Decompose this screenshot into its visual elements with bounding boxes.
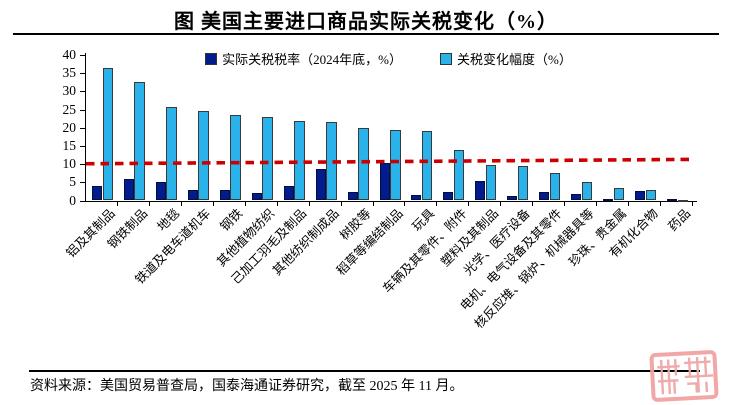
bar-actual-tariff-rate (475, 180, 486, 201)
x-axis-tick (532, 201, 534, 206)
y-axis-tick-label: 15 (62, 137, 77, 153)
x-category-label-text: 铝及其制品 (63, 205, 118, 260)
bar-tariff-change (517, 165, 529, 201)
x-axis-tick (660, 201, 662, 206)
y-axis-tick (80, 73, 85, 75)
x-axis-tick (372, 201, 374, 206)
y-axis-tick-label: 5 (69, 174, 76, 190)
bar-actual-tariff-rate (603, 198, 614, 201)
bar-tariff-change (166, 107, 177, 201)
x-axis-tick (244, 201, 246, 206)
x-axis-tick (564, 201, 566, 206)
bar-tariff-change (358, 128, 369, 201)
x-category-label-text: 药品 (665, 205, 693, 234)
y-axis-tick-label: 40 (62, 47, 77, 62)
bar-tariff-change (581, 181, 593, 201)
x-category-label-text: 玩具 (409, 205, 438, 234)
bar-actual-tariff-rate (155, 181, 166, 201)
bar-tariff-change (390, 129, 401, 201)
bar-actual-tariff-rate (315, 168, 326, 201)
bar-actual-tariff-rate (571, 193, 582, 201)
bar-tariff-change (262, 117, 273, 201)
y-axis-tick-label: 0 (69, 192, 76, 208)
x-axis-tick (180, 201, 182, 206)
bar-actual-tariff-rate (443, 192, 454, 201)
x-axis-tick (276, 201, 278, 206)
x-axis-tick (692, 201, 693, 206)
bar-actual-tariff-rate (507, 196, 518, 201)
legend-item-actual-tariff: 实际关税税率（2024年底，%） (205, 49, 402, 68)
bar-tariff-change (549, 172, 561, 201)
legend-swatch-skyblue-icon (440, 52, 452, 65)
x-axis-tick (500, 201, 502, 206)
y-axis-tick-label: 25 (62, 101, 77, 117)
y-axis-tick (80, 127, 85, 129)
bar-actual-tariff-rate (635, 191, 646, 201)
x-axis-line (80, 200, 697, 202)
x-category-label-text: 钢铁 (218, 205, 246, 234)
y-axis-tick-label: 30 (62, 83, 77, 99)
y-axis-tick-label: 10 (62, 156, 77, 172)
bar-actual-tariff-rate (92, 185, 102, 201)
x-axis-tick (468, 201, 470, 206)
reference-dashed-line (85, 157, 690, 166)
bar-actual-tariff-rate (123, 179, 134, 201)
x-axis-tick (308, 201, 310, 206)
bar-actual-tariff-rate (539, 191, 550, 201)
bar-tariff-change (102, 67, 113, 201)
bar-actual-tariff-rate (347, 191, 358, 201)
bar-tariff-change (485, 165, 497, 201)
bar-tariff-change (645, 189, 657, 201)
x-axis-tick (340, 201, 342, 206)
bar-tariff-change (613, 187, 625, 201)
y-axis-tick (80, 200, 85, 202)
x-axis-tick (436, 201, 438, 206)
bar-tariff-change (453, 149, 465, 201)
footer-divider (29, 370, 700, 372)
x-axis-tick (116, 201, 118, 206)
legend-label-actual-tariff: 实际关税税率（2024年底，%） (222, 52, 402, 67)
bar-actual-tariff-rate (283, 185, 294, 201)
bar-actual-tariff-rate (667, 199, 678, 202)
bar-actual-tariff-rate (379, 163, 390, 201)
y-axis-line (85, 53, 86, 202)
legend-item-tariff-change: 关税变化幅度（%） (440, 49, 572, 68)
bar-tariff-change (134, 81, 145, 201)
title-divider (13, 33, 719, 35)
bar-actual-tariff-rate (251, 192, 262, 201)
page-title: 图 美国主要进口商品实际关税变化（%） (174, 11, 558, 33)
y-axis-tick (80, 91, 85, 93)
x-axis-tick (596, 201, 598, 206)
bar-tariff-change (421, 131, 433, 201)
bar-actual-tariff-rate (219, 189, 230, 201)
y-axis-tick (80, 164, 85, 166)
bar-tariff-change (677, 199, 689, 202)
legend-label-tariff-change: 关税变化幅度（%） (457, 52, 572, 67)
chart-legend: 实际关税税率（2024年底，%） 关税变化幅度（%） (85, 49, 692, 68)
legend-swatch-navy-icon (205, 52, 218, 65)
x-axis-tick (148, 201, 150, 206)
x-axis-tick (628, 201, 630, 206)
x-category-label-text: 地毯 (154, 205, 182, 234)
y-axis-tick (80, 109, 85, 111)
y-axis-tick (80, 182, 85, 184)
source-note: 资料来源：美国贸易普查局，国泰海通证券研究，截至 2025 年 11 月。 (30, 379, 464, 394)
x-axis-tick (404, 201, 406, 206)
red-seal-watermark (649, 350, 719, 402)
y-axis-tick (80, 145, 85, 147)
bar-actual-tariff-rate (187, 189, 198, 201)
y-axis-tick-label: 20 (62, 119, 77, 135)
y-axis-tick (80, 55, 85, 56)
bar-actual-tariff-rate (411, 195, 422, 201)
y-axis-tick-label: 35 (62, 65, 77, 81)
x-axis-tick (212, 201, 214, 206)
bar-tariff-change (198, 111, 209, 201)
bar-tariff-change (230, 115, 241, 201)
